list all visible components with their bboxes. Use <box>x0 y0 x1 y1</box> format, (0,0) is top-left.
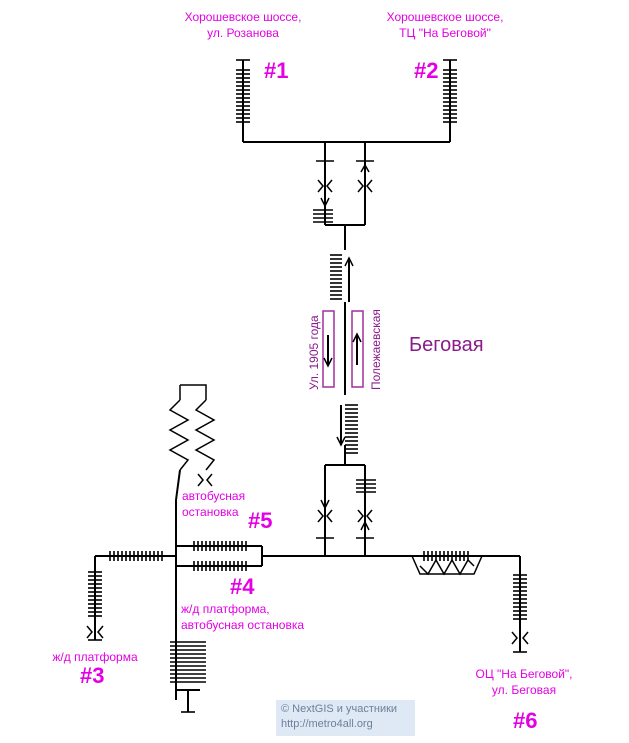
exit-1-stairs <box>236 59 250 142</box>
exit-4-ramps <box>176 541 263 571</box>
exit-6-path <box>411 551 529 653</box>
copyright-text: © NextGIS и участники <box>281 703 398 715</box>
street-right-label: Полежаевская <box>369 309 383 390</box>
exit-1-label-line2: ул. Розанова <box>207 26 279 40</box>
exit-6-number: #6 <box>513 708 537 733</box>
exit-4-label-line2: автобусная остановка <box>181 618 304 632</box>
exit-5-number: #5 <box>248 508 272 533</box>
exit-1-label-line1: Хорошевское шоссе, <box>185 10 302 24</box>
platform-directions <box>322 310 364 388</box>
street-left-label: Ул. 1905 года <box>307 315 321 390</box>
exit-5-ramps <box>168 384 216 501</box>
exit-5-label-line2: остановка <box>182 505 239 519</box>
exit-3-path <box>86 551 176 641</box>
exit-3-number: #3 <box>80 663 104 688</box>
exit-2-label-line1: Хорошевское шоссе, <box>387 10 504 24</box>
exit-6-label-line1: ОЦ "На Беговой", <box>475 667 572 681</box>
exit-1-number: #1 <box>264 58 288 83</box>
station-name: Беговая <box>409 334 484 356</box>
lower-turnstiles <box>316 464 376 556</box>
copyright-url[interactable]: http://metro4all.org <box>281 718 373 730</box>
bottom-stairs <box>170 641 206 713</box>
exit-2-stairs <box>443 59 457 142</box>
exit-4-label-line1: ж/д платформа, <box>181 602 270 616</box>
lower-escalator <box>336 404 358 465</box>
exit-2-number: #2 <box>414 58 438 83</box>
copyright-box: © NextGIS и участники http://metro4all.o… <box>276 700 415 736</box>
upper-turnstiles <box>313 142 374 250</box>
exit-4-number: #4 <box>230 574 255 599</box>
exit-5-label-line1: автобусная <box>182 489 245 503</box>
exit-3-label-line1: ж/д платформа <box>52 650 138 664</box>
exit-2-label-line2: ТЦ "На Беговой" <box>399 26 491 40</box>
exit-6-label-line2: ул. Беговая <box>492 683 556 697</box>
upper-escalator <box>330 254 354 395</box>
